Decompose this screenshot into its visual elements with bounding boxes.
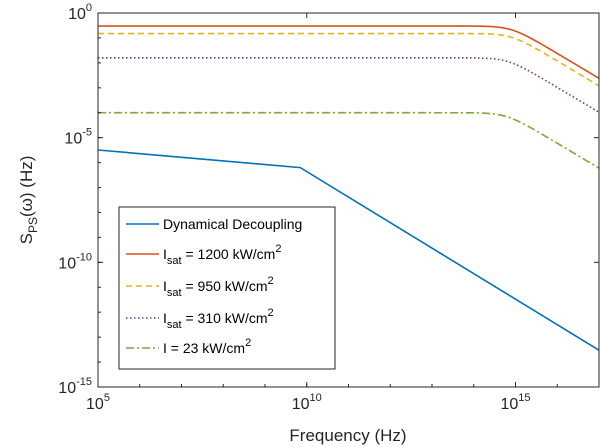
legend-box [118,206,336,370]
x-tick-label: 1015 [500,392,530,413]
series-line-3 [98,32,599,87]
y-axis-title-subscript: PS [26,217,40,233]
legend-label-3: Isat = 950 kW/cm2 [163,275,274,299]
y-tick-label: 100 [68,2,92,23]
y-axis-title-arg: (ω) (Hz) [17,156,36,217]
y-tick-label: 10-15 [58,376,92,397]
legend-label-2: Isat = 1200 kW/cm2 [163,243,281,267]
series-line-5 [98,111,599,169]
legend-label-5: I = 23 kW/cm2 [163,337,251,356]
y-axis-title-main: S [17,233,36,244]
legend-label-4: Isat = 310 kW/cm2 [163,307,274,331]
x-tick-label: 1010 [292,392,322,413]
x-tick-label: 105 [86,392,110,413]
series-line-2 [98,25,599,80]
y-axis-title: SPS(ω) (Hz) [17,156,40,245]
legend-label-1: Dynamical Decoupling [163,216,302,232]
x-axis-title: Frequency (Hz) [289,426,406,445]
series-line-1 [98,149,599,351]
y-tick-label: 10-10 [58,251,92,272]
series-layer [98,25,599,351]
legend: Dynamical Decoupling Isat = 1200 kW/cm2 Is… [118,206,336,370]
y-tick-label: 10-5 [64,127,92,148]
axis-layer: 105 1010 1015 10-15 10-10 10-5 100 [58,2,600,413]
